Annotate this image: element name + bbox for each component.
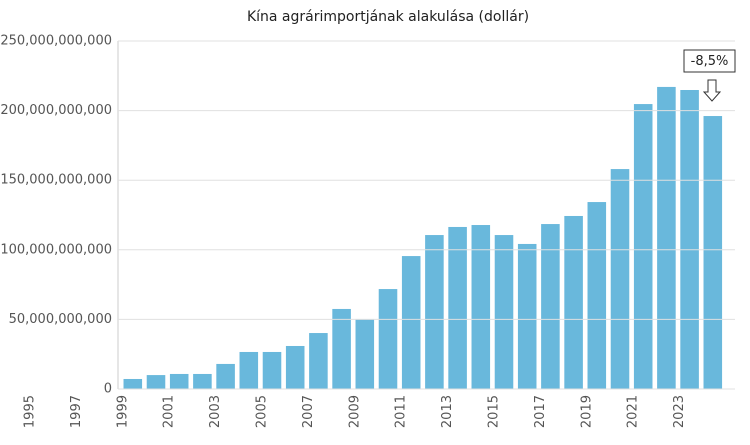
bar — [401, 256, 421, 389]
bar — [517, 243, 537, 389]
chart-title: Kína agrárimportjának alakulása (dollár) — [247, 9, 529, 25]
bar — [703, 116, 723, 389]
x-tick-label: 2009 — [347, 395, 362, 428]
bar — [123, 378, 143, 389]
bar — [239, 351, 259, 389]
bar — [633, 104, 653, 389]
annotation: -8,5% — [691, 54, 729, 69]
bar — [285, 345, 305, 389]
x-tick-label: 2023 — [672, 395, 687, 428]
bar — [169, 373, 189, 389]
x-tick-label: 2003 — [208, 395, 223, 428]
bar — [425, 235, 444, 389]
bar — [657, 86, 676, 389]
x-tick-label: 2019 — [579, 395, 594, 428]
bar — [378, 289, 398, 389]
bar — [332, 308, 351, 389]
bar — [610, 169, 630, 389]
x-tick-label: 2015 — [487, 395, 502, 428]
x-tick-label: 2017 — [533, 395, 548, 428]
bar — [587, 202, 607, 389]
bar — [448, 226, 467, 389]
x-tick-label: 2011 — [394, 395, 409, 428]
bar — [309, 333, 328, 389]
bar — [355, 318, 375, 389]
bar — [494, 235, 514, 389]
annotation-arrow — [702, 79, 722, 102]
x-tick-label: 2005 — [255, 395, 270, 428]
bar — [193, 373, 212, 389]
y-tick-label: 200,000,000,000 — [0, 103, 112, 118]
x-tick-label: 1999 — [115, 395, 130, 428]
y-tick-label: 0 — [104, 382, 112, 397]
annotation-box — [683, 49, 736, 73]
bar — [146, 375, 166, 389]
y-tick-label: 150,000,000,000 — [0, 173, 112, 188]
y-tick-label: 50,000,000,000 — [9, 312, 112, 327]
bar — [471, 225, 491, 389]
x-tick-label: 1995 — [23, 395, 38, 428]
y-tick-label: 250,000,000,000 — [0, 34, 112, 49]
x-tick-label: 1997 — [69, 395, 84, 428]
x-tick-label: 2007 — [301, 395, 316, 428]
bar — [262, 351, 282, 389]
x-tick-label: 2013 — [440, 395, 455, 428]
x-tick-label: 2001 — [162, 395, 177, 428]
bar — [541, 224, 560, 389]
y-tick-label: 100,000,000,000 — [0, 242, 112, 257]
x-tick-label: 2021 — [626, 395, 641, 428]
bar — [564, 215, 583, 389]
bar — [680, 89, 699, 389]
bar — [216, 363, 235, 389]
